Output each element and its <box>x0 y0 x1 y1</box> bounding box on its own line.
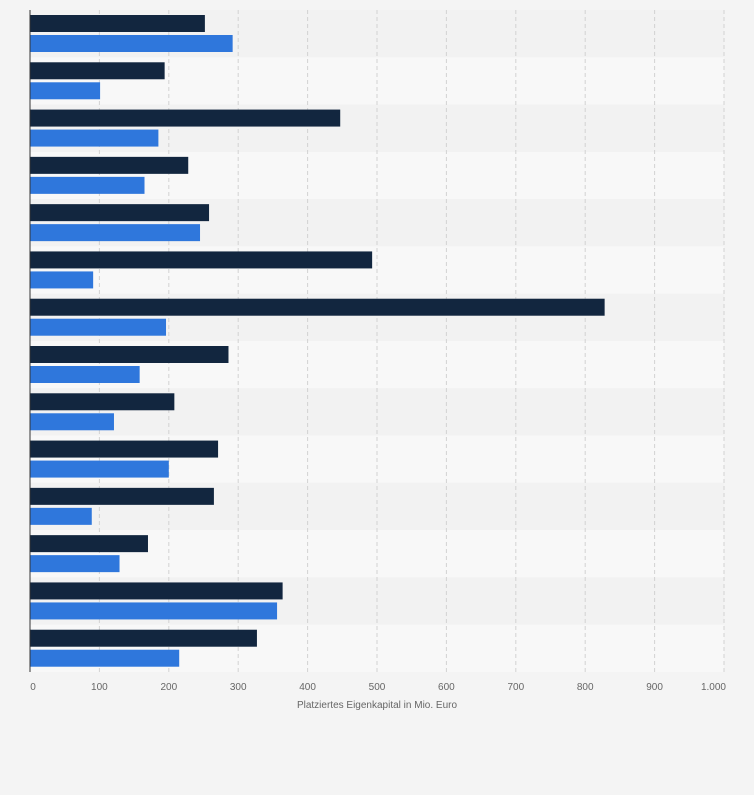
bar-series-1[interactable] <box>30 393 175 411</box>
x-tick-label: 300 <box>230 682 247 693</box>
x-tick-label: 1.000 <box>701 682 726 693</box>
bar-series-1[interactable] <box>30 298 605 316</box>
bar-series-1[interactable] <box>30 629 257 647</box>
x-axis-title: Platziertes Eigenkapital in Mio. Euro <box>297 700 458 711</box>
x-tick-label: 900 <box>646 682 663 693</box>
bar-series-1[interactable] <box>30 62 165 80</box>
bar-series-2[interactable] <box>30 507 92 525</box>
x-tick-label: 600 <box>438 682 455 693</box>
bar-series-2[interactable] <box>30 35 233 52</box>
bar-series-1[interactable] <box>30 582 283 600</box>
bar-series-2[interactable] <box>30 224 201 242</box>
bar-series-1[interactable] <box>30 346 229 363</box>
bar-series-2[interactable] <box>30 318 167 336</box>
bar-series-2[interactable] <box>30 82 101 100</box>
x-tick-label: 700 <box>507 682 524 693</box>
x-tick-label: 200 <box>160 682 177 693</box>
bar-series-1[interactable] <box>30 251 373 269</box>
bar-series-1[interactable] <box>30 487 214 505</box>
bar-series-1[interactable] <box>30 15 205 32</box>
x-tick-label: 500 <box>369 682 386 693</box>
bar-series-1[interactable] <box>30 440 219 458</box>
x-tick-labels: 0 100 200 300 400 500 600 700 800 900 1.000 <box>30 682 726 693</box>
bar-series-2[interactable] <box>30 649 180 667</box>
bar-series-2[interactable] <box>30 366 140 383</box>
bar-series-1[interactable] <box>30 535 148 553</box>
bar-series-2[interactable] <box>30 602 278 620</box>
bar-series-2[interactable] <box>30 129 159 147</box>
x-tick-label: 0 <box>30 682 36 693</box>
bar-series-1[interactable] <box>30 204 210 222</box>
bar-series-2[interactable] <box>30 555 120 573</box>
x-tick-label: 400 <box>299 682 316 693</box>
x-tick-label: 800 <box>577 682 594 693</box>
x-tick-label: 100 <box>91 682 108 693</box>
bar-series-1[interactable] <box>30 156 189 174</box>
bar-series-2[interactable] <box>30 271 94 289</box>
bar-series-1[interactable] <box>30 109 341 127</box>
bar-series-2[interactable] <box>30 460 169 478</box>
bar-series-2[interactable] <box>30 176 145 194</box>
grid-lines <box>98 10 725 672</box>
bar-series-2[interactable] <box>30 413 114 431</box>
bars <box>30 15 605 667</box>
